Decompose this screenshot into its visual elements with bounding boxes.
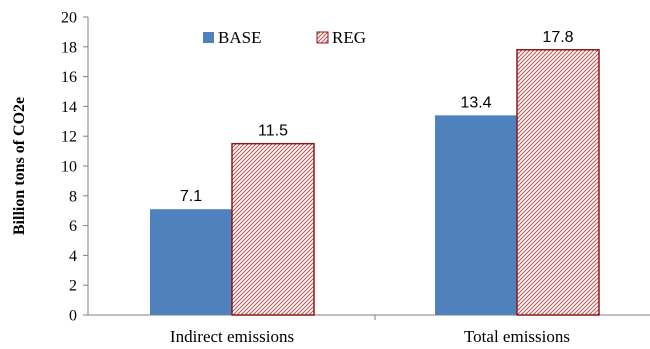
y-tick-label: 18	[61, 39, 77, 56]
y-tick-label: 4	[69, 248, 77, 265]
y-axis-title: Billion tons of CO2e	[11, 97, 28, 235]
y-tick-label: 10	[61, 159, 77, 176]
legend-label-reg: REG	[332, 28, 366, 47]
legend-swatch-base	[203, 32, 214, 43]
bar-reg	[231, 142, 315, 316]
data-label: 11.5	[258, 123, 288, 140]
data-label: 17.8	[542, 29, 573, 46]
bars	[150, 49, 600, 316]
data-label: 7.1	[180, 188, 202, 205]
bar-base	[435, 115, 517, 315]
y-tick-label: 2	[69, 278, 77, 295]
bar-base	[150, 209, 232, 315]
bar-reg	[516, 49, 600, 316]
x-category-label: Total emissions	[464, 327, 570, 346]
legend-label-base: BASE	[218, 28, 261, 47]
y-tick-label: 0	[69, 308, 77, 325]
data-labels: 7.1 11.5 13.4 17.8	[180, 29, 574, 205]
y-tick-label: 20	[61, 10, 77, 27]
y-tick-label: 8	[69, 188, 77, 205]
data-label: 13.4	[460, 94, 491, 111]
x-category-label: Indirect emissions	[170, 327, 294, 346]
y-tick-label: 12	[61, 129, 77, 146]
y-tick-label: 16	[61, 69, 77, 86]
legend: BASE REG	[203, 28, 366, 47]
y-tick-label: 14	[61, 99, 77, 116]
y-tick-label: 6	[69, 218, 77, 235]
legend-swatch-reg	[316, 31, 329, 44]
